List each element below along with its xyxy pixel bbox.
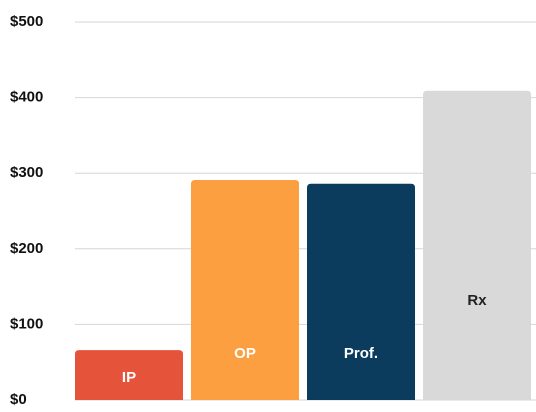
y-tick-label: $300 (10, 164, 43, 181)
bar (307, 183, 415, 400)
y-tick-label: $200 (10, 240, 43, 257)
bar-label: Rx (467, 292, 487, 309)
y-tick-label: $100 (10, 315, 43, 332)
y-tick-label: $400 (10, 89, 43, 106)
bar (75, 350, 183, 400)
y-tick-label: $500 (10, 13, 43, 30)
bar-label: IP (122, 369, 136, 386)
bar-label: Prof. (344, 345, 378, 362)
bar-label: OP (234, 345, 256, 362)
bar (191, 180, 299, 400)
bar (423, 90, 531, 401)
y-tick-label: $0 (10, 391, 27, 408)
